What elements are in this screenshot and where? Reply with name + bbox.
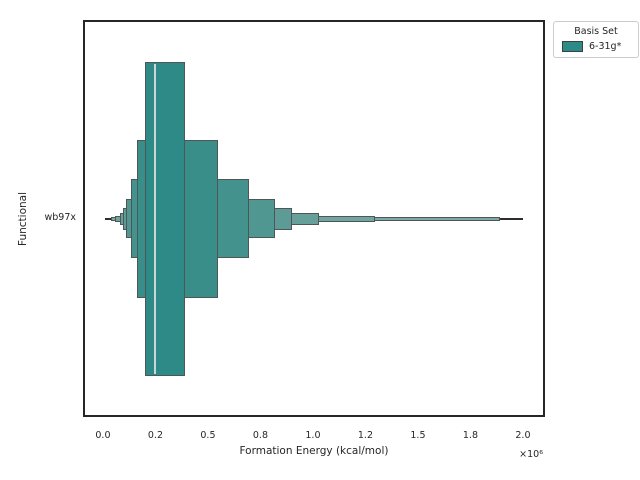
legend: Basis Set 6-31g* xyxy=(553,21,639,58)
tail-line-min xyxy=(104,217,111,220)
x-tick-label: 0.0 xyxy=(95,430,111,441)
legend-swatch-icon xyxy=(562,41,583,52)
x-axis-offset-text: ×10⁶ xyxy=(519,449,543,460)
x-tick-label: 0.2 xyxy=(147,430,163,441)
x-tick-label: 2.0 xyxy=(515,430,531,441)
x-tick-labels: 0.0 0.2 0.5 0.8 1.0 1.2 1.5 1.8 2.0 xyxy=(83,430,545,443)
x-tick-label: 1.0 xyxy=(305,430,321,441)
y-tick-label-wb97x: wb97x xyxy=(44,212,76,223)
plot-area xyxy=(83,20,545,417)
x-axis-label: Formation Energy (kcal/mol) xyxy=(239,445,389,457)
legend-entry-label: 6-31g* xyxy=(589,41,622,52)
boxenplot-canvas xyxy=(85,22,543,415)
x-tick-label: 1.2 xyxy=(357,430,373,441)
x-tick-label: 1.5 xyxy=(410,430,426,441)
boxen-box-level-1 xyxy=(144,61,186,376)
x-tick-label: 0.5 xyxy=(200,430,216,441)
tail-line-max xyxy=(499,217,524,220)
legend-title: Basis Set xyxy=(574,26,618,37)
legend-entry: 6-31g* xyxy=(560,41,632,52)
x-tick-label: 1.8 xyxy=(462,430,478,441)
median-line xyxy=(153,63,156,374)
x-tick-label: 0.8 xyxy=(252,430,268,441)
